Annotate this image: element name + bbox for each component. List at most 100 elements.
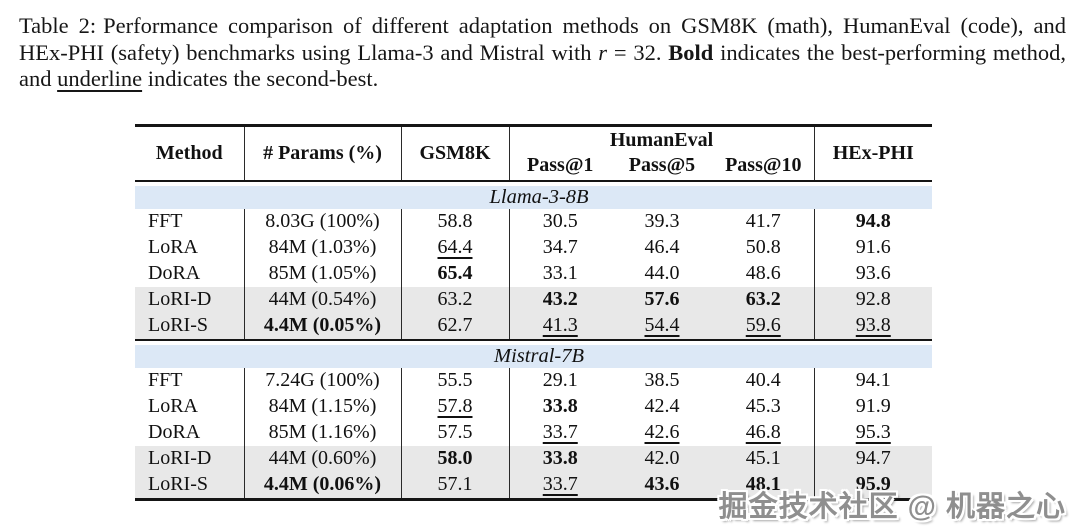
value-cell: 91.9 bbox=[814, 394, 932, 420]
value-text: 48.1 bbox=[745, 473, 781, 495]
value-cell: 38.5 bbox=[611, 368, 713, 394]
value-cell: 42.0 bbox=[611, 446, 713, 472]
method-cell: LoRA bbox=[135, 393, 245, 420]
value-text: 85M (1.16%) bbox=[268, 421, 377, 443]
section-title: Llama-3-8B bbox=[135, 185, 933, 209]
value-text: 58.8 bbox=[437, 210, 473, 232]
value-cell: 57.5 bbox=[401, 419, 510, 446]
value-text: 93.8 bbox=[855, 314, 891, 336]
table-row: DoRA 85M (1.16%) 57.5 33.7 42.6 46.8 95.3 bbox=[135, 419, 932, 446]
value-cell: 57.8 bbox=[401, 393, 510, 420]
table-row: LoRI-S 4.4M (0.06%) 57.1 33.7 43.6 48.1 95.9 bbox=[135, 471, 933, 500]
value-text: 57.8 bbox=[437, 395, 473, 417]
value-text: 41.7 bbox=[745, 210, 781, 232]
value-cell: 85M (1.16%) bbox=[244, 419, 402, 446]
section-row: Mistral-7B bbox=[135, 338, 933, 368]
section-row: Llama-3-8B bbox=[135, 180, 933, 209]
value-text: 95.9 bbox=[855, 473, 891, 495]
value-text: 44.0 bbox=[644, 262, 680, 284]
value-text: 64.4 bbox=[437, 236, 473, 258]
value-cell: 94.7 bbox=[814, 446, 932, 472]
value-cell: 65.4 bbox=[401, 260, 510, 287]
value-text: 63.2 bbox=[437, 288, 473, 310]
value-cell: 43.6 bbox=[611, 472, 713, 500]
value-cell: 4.4M (0.06%) bbox=[244, 471, 402, 499]
section-title: Mistral-7B bbox=[135, 344, 933, 368]
caption-math-r: r bbox=[598, 39, 608, 65]
value-cell: 30.5 bbox=[509, 209, 611, 235]
value-cell: 41.3 bbox=[509, 313, 611, 340]
value-cell: 63.2 bbox=[713, 286, 815, 313]
table-body: Llama-3-8B FFT 8.03G (100%) 58.8 30.5 39.3 41.… bbox=[135, 180, 933, 500]
value-text: 42.6 bbox=[644, 421, 680, 443]
header-humaneval-group: HumanEval bbox=[509, 125, 815, 154]
value-cell: 57.1 bbox=[401, 471, 510, 499]
value-cell: 44M (0.54%) bbox=[244, 286, 402, 313]
value-text: 50.8 bbox=[745, 236, 781, 258]
value-text: 54.4 bbox=[644, 314, 680, 336]
value-text: 92.8 bbox=[855, 288, 891, 310]
value-text: 44M (0.60%) bbox=[268, 447, 377, 469]
value-text: 33.1 bbox=[542, 262, 578, 284]
value-cell: 58.0 bbox=[401, 445, 510, 472]
table-row: DoRA 85M (1.05%) 65.4 33.1 44.0 48.6 93.6 bbox=[135, 260, 932, 287]
value-text: 4.4M (0.05%) bbox=[263, 314, 382, 336]
value-text: 41.3 bbox=[542, 314, 578, 336]
value-cell: 84M (1.15%) bbox=[244, 393, 402, 420]
header-pass5: Pass@5 bbox=[611, 153, 713, 182]
value-text: 57.5 bbox=[437, 421, 473, 443]
value-cell: 64.4 bbox=[401, 234, 510, 261]
value-cell: 33.8 bbox=[509, 394, 611, 420]
value-text: 93.6 bbox=[855, 262, 891, 284]
value-cell: 95.9 bbox=[814, 472, 932, 500]
value-cell: 91.6 bbox=[814, 235, 932, 261]
value-cell: 33.8 bbox=[509, 446, 611, 472]
value-text: 42.0 bbox=[644, 447, 680, 469]
value-text: 44M (0.54%) bbox=[268, 288, 377, 310]
value-cell: 45.3 bbox=[713, 393, 815, 420]
value-text: 58.0 bbox=[437, 447, 473, 469]
value-cell: 44.0 bbox=[611, 261, 713, 287]
value-cell: 40.4 bbox=[713, 367, 815, 394]
value-text: 63.2 bbox=[745, 288, 781, 310]
value-text: 46.8 bbox=[745, 421, 781, 443]
caption-text-d: indicates the second-best. bbox=[147, 66, 379, 91]
value-text: 4.4M (0.06%) bbox=[263, 473, 382, 495]
table-row: FFT 7.24G (100%) 55.5 29.1 38.5 40.4 94.1 bbox=[135, 367, 932, 394]
value-text: 84M (1.15%) bbox=[268, 395, 377, 417]
method-cell: LoRI-D bbox=[135, 286, 245, 313]
results-table-container: Method # Params (%) GSM8K HumanEval HEx-… bbox=[135, 124, 933, 501]
method-cell: LoRA bbox=[135, 234, 245, 261]
header-params: # Params (%) bbox=[244, 125, 402, 182]
value-text: 45.1 bbox=[745, 447, 781, 469]
value-cell: 7.24G (100%) bbox=[244, 367, 402, 394]
value-cell: 4.4M (0.05%) bbox=[244, 312, 402, 340]
value-cell: 84M (1.03%) bbox=[244, 234, 402, 261]
value-cell: 93.8 bbox=[814, 313, 932, 340]
table-row: LoRI-D 44M (0.60%) 58.0 33.8 42.0 45.1 94.7 bbox=[135, 445, 933, 472]
value-text: 94.8 bbox=[855, 210, 891, 232]
caption-text-a: Performance comparison of different adap… bbox=[19, 13, 1066, 65]
header-pass10: Pass@10 bbox=[713, 153, 815, 182]
header-pass1: Pass@1 bbox=[509, 153, 611, 182]
value-cell: 59.6 bbox=[713, 312, 815, 340]
value-cell: 93.6 bbox=[814, 261, 932, 287]
method-cell: LoRI-S bbox=[135, 471, 245, 499]
value-text: 40.4 bbox=[745, 369, 781, 391]
caption-bold-word: Bold bbox=[668, 39, 714, 65]
value-text: 33.8 bbox=[542, 395, 578, 417]
value-text: 30.5 bbox=[542, 210, 578, 232]
value-text: 33.8 bbox=[542, 447, 578, 469]
header-gsm8k: GSM8K bbox=[401, 125, 510, 182]
value-text: 59.6 bbox=[745, 314, 781, 336]
value-text: 55.5 bbox=[437, 369, 473, 391]
value-text: 94.1 bbox=[855, 369, 891, 391]
value-text: 29.1 bbox=[542, 369, 578, 391]
value-cell: 42.6 bbox=[611, 420, 713, 446]
value-cell: 48.6 bbox=[713, 260, 815, 287]
value-text: 39.3 bbox=[644, 210, 680, 232]
value-cell: 43.2 bbox=[509, 287, 611, 313]
value-text: 65.4 bbox=[437, 262, 473, 284]
value-text: 33.7 bbox=[542, 473, 578, 495]
value-cell: 45.1 bbox=[713, 445, 815, 472]
